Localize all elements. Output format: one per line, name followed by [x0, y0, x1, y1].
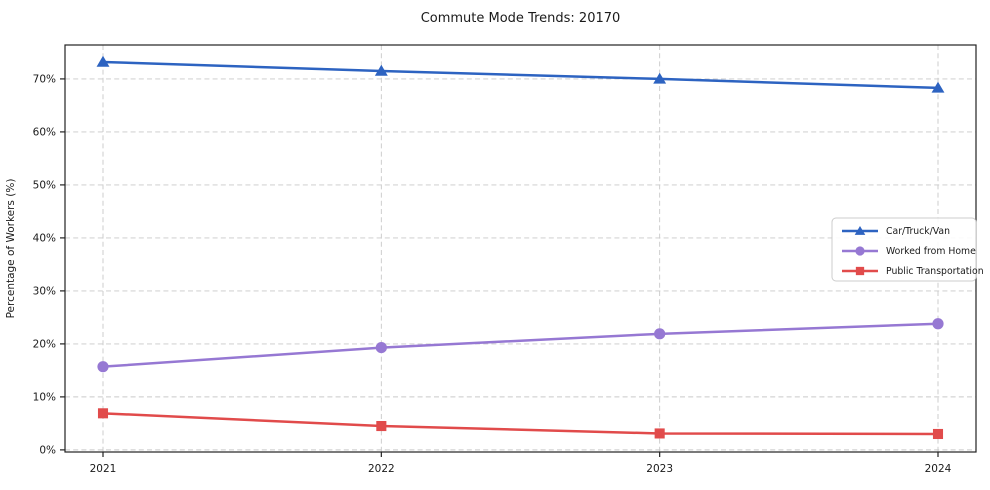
y-tick-label: 70%: [33, 73, 56, 85]
series-line-car-truck-van: [101, 60, 940, 90]
data-point-marker: [97, 361, 109, 373]
legend-label: Worked from Home: [886, 246, 976, 257]
y-tick-label: 0%: [39, 444, 56, 456]
data-point-marker: [932, 428, 944, 440]
data-point-marker: [375, 342, 387, 354]
series-line-public-transportation: [101, 412, 940, 436]
legend-marker: [855, 266, 865, 276]
data-point-marker: [931, 81, 945, 93]
legend-label: Public Transportation: [886, 266, 984, 277]
y-axis-label: Percentage of Workers (%): [5, 179, 17, 319]
y-tick-label: 60%: [33, 126, 56, 138]
legend-label: Car/Truck/Van: [886, 226, 950, 237]
y-tick-label: 10%: [33, 391, 56, 403]
y-tick-label: 30%: [33, 285, 56, 297]
data-point-marker: [96, 55, 110, 67]
chart-title: Commute Mode Trends: 20170: [421, 11, 621, 26]
y-tick-label: 40%: [33, 232, 56, 244]
legend-marker: [854, 225, 866, 235]
x-tick-label: 2021: [90, 463, 117, 475]
legend-marker: [855, 246, 865, 256]
data-point-marker: [654, 328, 666, 340]
series-line-worked-from-home: [101, 322, 940, 368]
data-point-marker: [376, 420, 387, 432]
x-tick-label: 2022: [368, 463, 395, 475]
data-point-marker: [653, 72, 667, 84]
data-point-marker: [654, 428, 665, 439]
x-tick-label: 2023: [646, 463, 673, 475]
data-point-marker: [374, 64, 388, 76]
data-point-marker: [97, 408, 109, 419]
legend-box: [831, 217, 977, 282]
y-tick-label: 50%: [33, 179, 56, 191]
y-tick-label: 20%: [33, 338, 56, 350]
x-tick-label: 2024: [925, 463, 952, 475]
data-point-marker: [932, 318, 944, 330]
